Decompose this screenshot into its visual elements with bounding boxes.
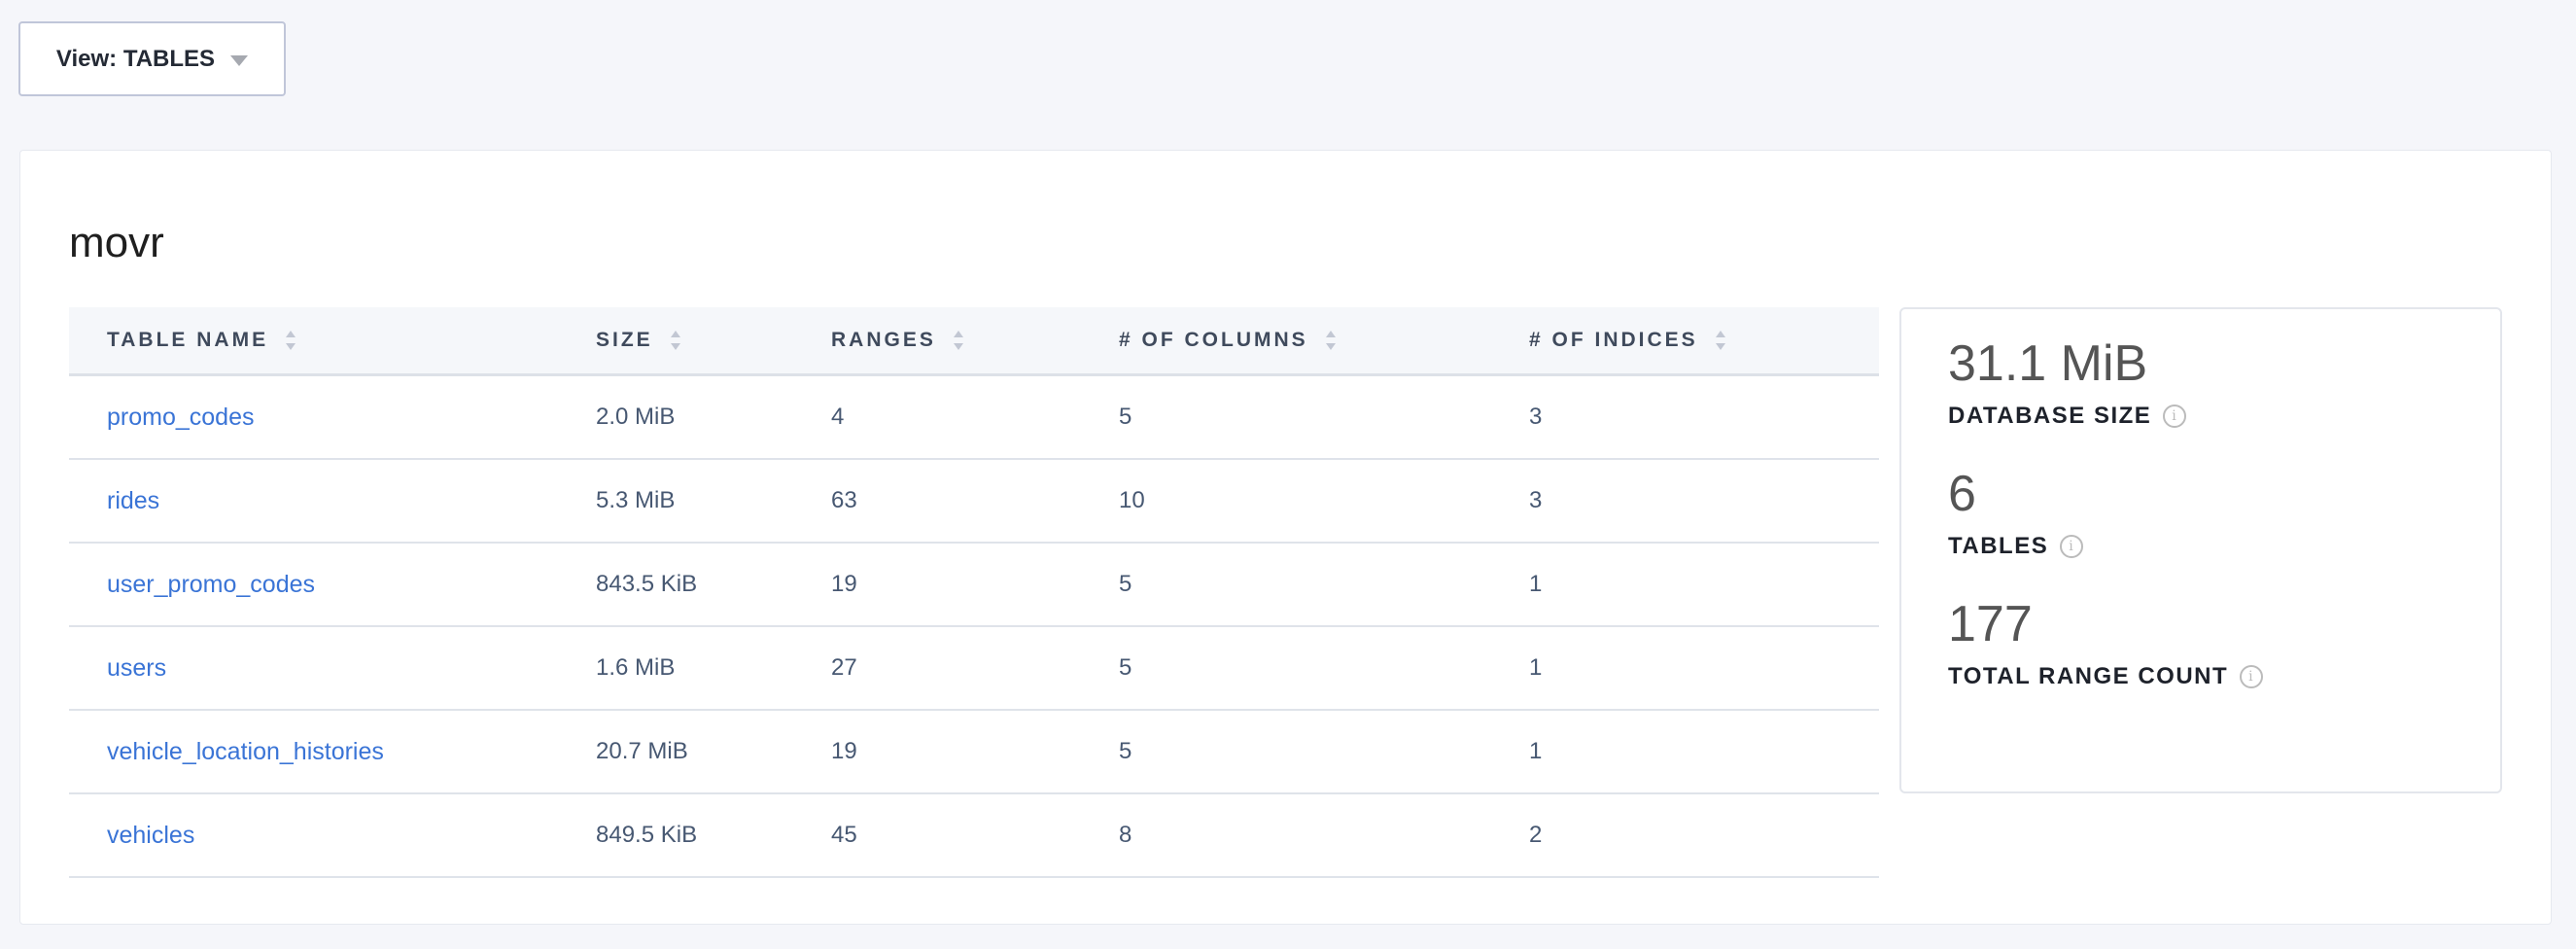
tables-table: TABLE NAME SIZE RANGES # OF COLUMNS # OF IND… xyxy=(69,307,1879,878)
table-row: rides 5.3 MiB 63 10 3 xyxy=(69,459,1879,544)
stat-value: 6 xyxy=(1948,466,1976,522)
stat-value: 31.1 MiB xyxy=(1948,335,2148,392)
table-row: vehicle_location_histories 20.7 MiB 19 5 1 xyxy=(69,710,1879,794)
table-name-link[interactable]: promo_codes xyxy=(107,403,255,431)
table-cell: 27 xyxy=(831,626,1119,711)
stat-value: 177 xyxy=(1948,596,2033,652)
table-cell: 849.5 KiB xyxy=(596,793,831,878)
column-header-label: SIZE xyxy=(596,329,653,351)
table-cell: 20.7 MiB xyxy=(596,710,831,794)
column-header-0[interactable]: TABLE NAME xyxy=(69,307,596,376)
table-name-link[interactable]: rides xyxy=(107,486,160,514)
table-name-link[interactable]: vehicle_location_histories xyxy=(107,737,384,765)
table-row: users 1.6 MiB 27 5 1 xyxy=(69,626,1879,711)
table-cell: 5.3 MiB xyxy=(596,459,831,544)
table-cell: user_promo_codes xyxy=(69,543,596,627)
table-cell: vehicles xyxy=(69,793,596,878)
table-cell: 10 xyxy=(1119,459,1529,544)
column-header-label: TABLE NAME xyxy=(107,329,269,351)
table-name-link[interactable]: users xyxy=(107,653,167,682)
caret-down-icon xyxy=(230,54,249,66)
sort-icon[interactable] xyxy=(953,331,963,350)
table-cell: 843.5 KiB xyxy=(596,543,831,627)
table-cell: 1.6 MiB xyxy=(596,626,831,711)
table-cell: 5 xyxy=(1119,543,1529,627)
column-header-3[interactable]: # OF COLUMNS xyxy=(1119,307,1529,376)
table-cell: 5 xyxy=(1119,710,1529,794)
table-name-link[interactable]: user_promo_codes xyxy=(107,570,316,598)
table-cell: 19 xyxy=(831,543,1119,627)
table-row: user_promo_codes 843.5 KiB 19 5 1 xyxy=(69,543,1879,627)
table-cell: promo_codes xyxy=(69,374,596,460)
table-cell: vehicle_location_histories xyxy=(69,710,596,794)
sort-icon[interactable] xyxy=(286,331,296,350)
column-header-4[interactable]: # OF INDICES xyxy=(1529,307,1879,376)
database-card: movr TABLE NAME SIZE RANGES # OF COLUMNS # O… xyxy=(19,150,2552,925)
view-selector-label: View: TABLES xyxy=(55,45,216,72)
table-cell: 3 xyxy=(1529,459,1879,544)
table-row: promo_codes 2.0 MiB 4 5 3 xyxy=(69,374,1879,460)
column-header-label: RANGES xyxy=(831,329,936,351)
stat-label: TOTAL RANGE COUNT xyxy=(1948,663,2229,689)
sort-icon[interactable] xyxy=(670,331,680,350)
info-icon[interactable]: i xyxy=(2240,665,2264,688)
column-header-2[interactable]: RANGES xyxy=(831,307,1119,376)
table-cell: 63 xyxy=(831,459,1119,544)
table-cell: 1 xyxy=(1529,710,1879,794)
table-cell: users xyxy=(69,626,596,711)
table-name-link[interactable]: vehicles xyxy=(107,821,195,849)
stat-label: DATABASE SIZE xyxy=(1948,403,2152,429)
column-header-label: # OF INDICES xyxy=(1529,329,1698,351)
table-cell: 3 xyxy=(1529,374,1879,460)
table-cell: 5 xyxy=(1119,374,1529,460)
column-header-label: # OF COLUMNS xyxy=(1119,329,1308,351)
table-cell: rides xyxy=(69,459,596,544)
table-cell: 5 xyxy=(1119,626,1529,711)
database-title: movr xyxy=(69,219,164,266)
sort-icon[interactable] xyxy=(1715,331,1725,350)
table-cell: 45 xyxy=(831,793,1119,878)
column-header-1[interactable]: SIZE xyxy=(596,307,831,376)
table-cell: 1 xyxy=(1529,543,1879,627)
sort-icon[interactable] xyxy=(1325,331,1336,350)
table-cell: 2.0 MiB xyxy=(596,374,831,460)
table-cell: 2 xyxy=(1529,793,1879,878)
database-summary: 31.1 MiB DATABASE SIZE i 6 TABLES i 177 TOTAL R… xyxy=(1899,307,2502,793)
table-cell: 8 xyxy=(1119,793,1529,878)
table-cell: 4 xyxy=(831,374,1119,460)
info-icon[interactable]: i xyxy=(2163,404,2187,428)
table-cell: 19 xyxy=(831,710,1119,794)
view-selector-button[interactable]: View: TABLES xyxy=(18,21,286,96)
table-row: vehicles 849.5 KiB 45 8 2 xyxy=(69,793,1879,878)
stat-label: TABLES xyxy=(1948,533,2049,559)
info-icon[interactable]: i xyxy=(2060,535,2084,558)
table-cell: 1 xyxy=(1529,626,1879,711)
